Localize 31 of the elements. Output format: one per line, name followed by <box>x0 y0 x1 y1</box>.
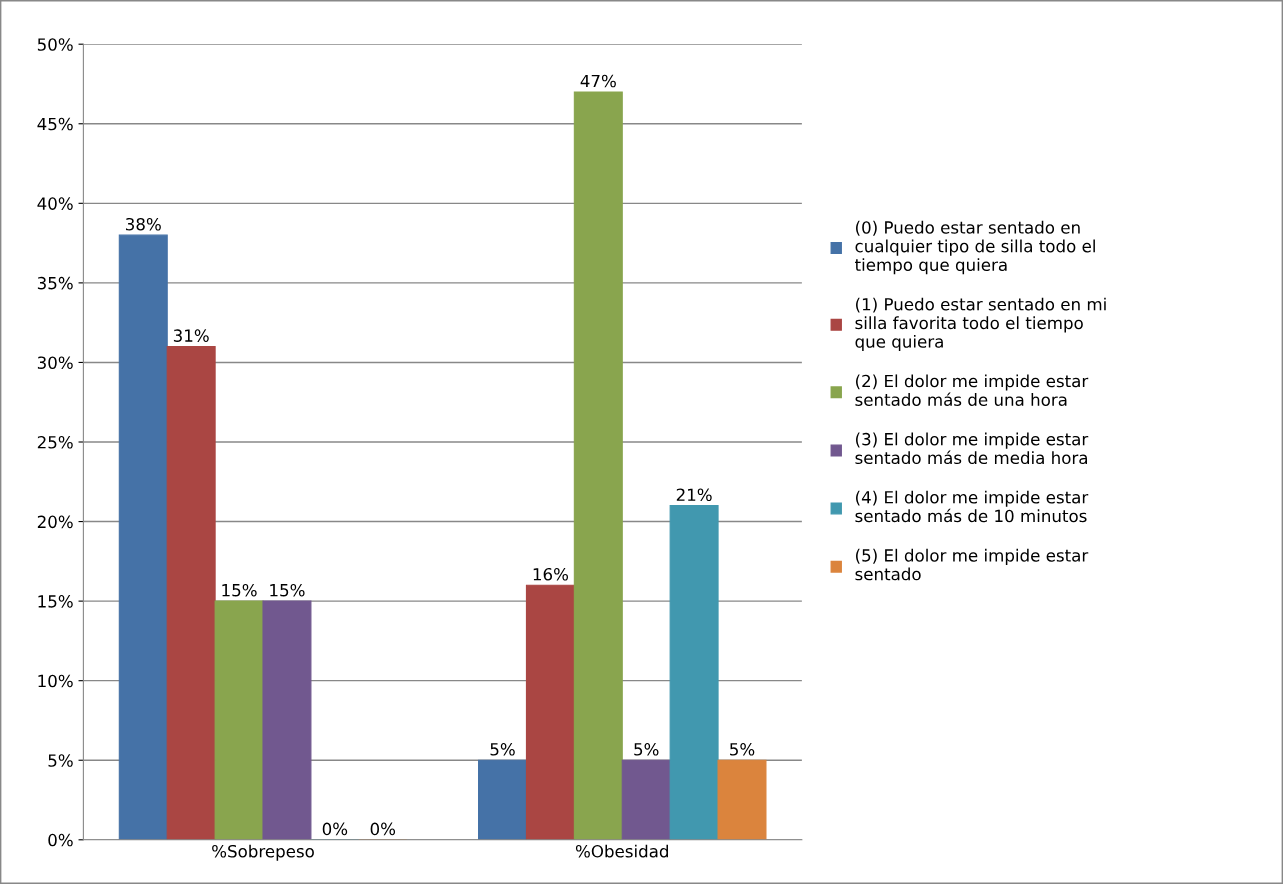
legend-label: (4) El dolor me impide estar sentado más de 10 minutos <box>855 490 1089 523</box>
data-label: 15% <box>270 583 305 597</box>
legend-label: (3) El dolor me impide estar sentado más de media hora <box>855 432 1089 465</box>
y-tick-label: 45% <box>37 117 73 131</box>
data-label: 15% <box>222 583 257 597</box>
data-label: 21% <box>676 488 712 502</box>
y-tick-label: 20% <box>37 515 73 529</box>
y-tick-label: 50% <box>37 38 73 51</box>
data-label: 5% <box>490 743 515 756</box>
data-label: 0% <box>322 822 348 836</box>
y-tick-label: 35% <box>37 276 73 290</box>
data-label: 38% <box>126 217 161 231</box>
y-tick-label: 15% <box>38 595 73 608</box>
data-label: 0% <box>370 822 396 836</box>
y-tick-label: 40% <box>37 197 73 210</box>
y-tick-label: 5% <box>48 754 73 767</box>
data-label: 5% <box>730 743 755 756</box>
legend-label: (0) Puedo estar sentado en cualquier tipo de silla todo el tiempo que quiera <box>855 220 1095 275</box>
legend-label: (5) El dolor me impide estar sentado <box>855 548 1089 581</box>
x-tick-label: %Obesidad <box>575 844 668 858</box>
data-label: 16% <box>533 567 569 581</box>
data-label: 47% <box>580 74 616 88</box>
y-tick-label: 25% <box>37 435 73 449</box>
y-tick-label: 30% <box>37 356 73 370</box>
legend-label: (1) Puedo estar sentado en mi silla favorita todo el tiempo que quiera <box>855 297 1106 352</box>
y-tick-label: 10% <box>38 674 73 688</box>
legend-label: (2) El dolor me impide estar sentado más de una hora <box>855 374 1089 406</box>
y-tick-label: 0% <box>48 833 73 847</box>
data-label: 5% <box>634 743 659 756</box>
x-tick-label: %Sobrepeso <box>212 844 314 861</box>
data-label: 31% <box>173 329 209 342</box>
